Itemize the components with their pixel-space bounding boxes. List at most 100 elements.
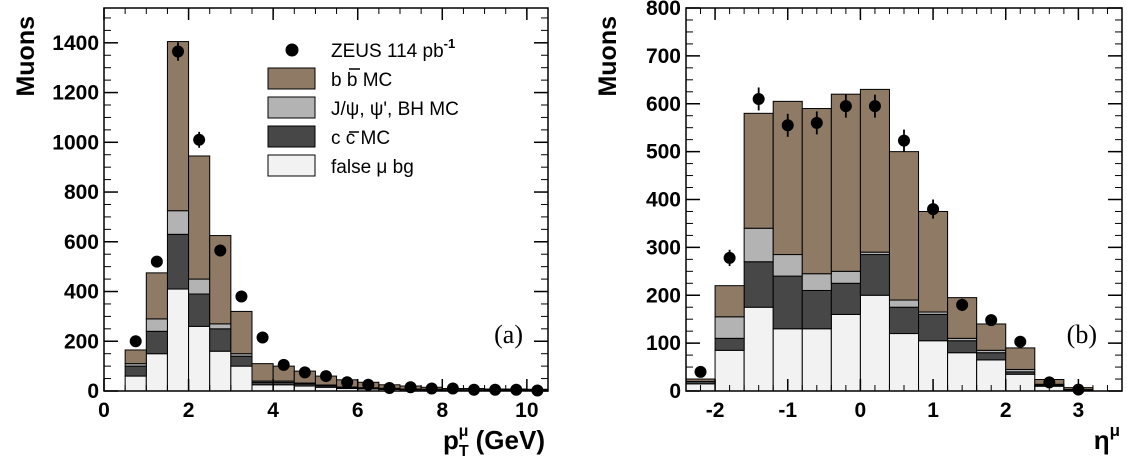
y-tick-label-1: 100: [646, 332, 681, 355]
data-point-4: [214, 244, 227, 257]
x-tick-label-1: 2: [183, 399, 195, 422]
legend-marker-dot: [285, 43, 299, 57]
data-point-12: [383, 382, 396, 395]
data-point-8: [298, 366, 311, 379]
x-axis-title: ημ: [1094, 421, 1120, 455]
bar-false_mu-4: [801, 328, 832, 392]
bar-bb-3: [188, 155, 211, 280]
bar-cc-10: [976, 352, 1007, 361]
bar-cc-7: [888, 306, 920, 335]
bar-bb-7: [888, 151, 920, 301]
x-tick-label-0: -2: [706, 399, 725, 422]
bar-bb-1: [145, 272, 168, 320]
x-tick-label-3: 1: [927, 399, 939, 422]
bar-cc-5: [830, 282, 861, 315]
data-point-5: [235, 290, 248, 303]
panel-a: 0 2 4 6 8 10 0 200 400 600 800 1000 1200 1400 (a) Muons…: [12, 7, 549, 459]
data-point-6: [868, 100, 881, 113]
bar-false_mu-1: [145, 353, 168, 392]
bar-false_mu-2: [743, 306, 774, 392]
bar-jpsi-2: [743, 227, 774, 263]
bar-false_mu-10: [976, 359, 1007, 392]
data-point-3: [781, 119, 794, 132]
legend-marker-box: [267, 154, 316, 177]
bar-jpsi-3: [772, 254, 803, 277]
y-tick-label-3: 600: [64, 231, 99, 254]
y-tick-label-0: 0: [669, 380, 681, 403]
data-point-14: [425, 382, 438, 395]
y-axis-title: Muons: [594, 16, 622, 97]
bar-bb-2: [743, 112, 774, 229]
bar-cc-9: [947, 340, 978, 354]
bar-cc-8: [918, 313, 949, 342]
data-point-13: [1072, 383, 1085, 396]
legend-label: b b MC: [331, 70, 392, 91]
bar-bb-8: [918, 210, 949, 313]
legend-entry-bb: b b MC: [267, 67, 392, 91]
bar-cc-2: [743, 261, 774, 308]
bar-cc-3: [772, 275, 803, 330]
bar-jpsi-4: [209, 323, 232, 330]
x-axis-title: pTμ (GeV): [443, 423, 545, 459]
bar-false_mu-5: [230, 365, 253, 392]
y-tick-label-7: 1400: [52, 32, 99, 55]
data-point-6: [256, 331, 269, 344]
x-tick-label-0: 0: [98, 399, 110, 422]
legend: ZEUS 114 pb-1 b b MC J/ψ, ψ', BH MC c c MC f…: [267, 36, 459, 178]
data-point-13: [404, 381, 417, 394]
y-tick-label-7: 700: [646, 45, 681, 68]
data-point-7: [898, 134, 910, 147]
data-point-5: [839, 100, 852, 113]
data-point-7: [277, 358, 290, 371]
bar-false_mu-6: [859, 294, 890, 392]
data-point-19: [531, 384, 544, 397]
data-point-18: [510, 383, 523, 396]
data-point-2: [172, 45, 184, 58]
bar-jpsi-1: [714, 316, 745, 339]
y-tick-label-8: 800: [646, 0, 681, 20]
bar-false_mu-1: [714, 349, 745, 392]
bar-cc-1: [145, 330, 168, 355]
bar-cc-2: [166, 233, 190, 290]
bar-bb-5: [230, 310, 253, 355]
stack-layer-cc: [685, 254, 1094, 391]
legend-marker-box: [267, 67, 316, 90]
bar-false_mu-3: [188, 325, 211, 392]
bar-jpsi-5: [830, 270, 861, 284]
bar-false_mu-4: [209, 350, 232, 392]
legend-entry-cc: c c MC: [267, 125, 390, 149]
bar-false_mu-0: [124, 375, 147, 392]
bar-bb-1: [714, 285, 745, 318]
legend-entry-data: ZEUS 114 pb-1: [285, 36, 455, 62]
bar-bb-11: [1005, 347, 1036, 370]
data-point-0: [129, 335, 142, 348]
bar-jpsi-4: [801, 273, 832, 291]
bar-cc-6: [859, 254, 890, 296]
y-tick-label-6: 1200: [52, 82, 99, 105]
y-axis-title: Muons: [12, 16, 40, 97]
data-point-3: [193, 133, 206, 146]
y-tick-label-6: 600: [646, 93, 681, 116]
bar-jpsi-3: [188, 278, 211, 295]
legend-entry-false_mu: false μ bg: [267, 154, 414, 178]
bar-bb-4: [801, 108, 832, 275]
legend-label: c c MC: [331, 128, 390, 149]
data-point-10: [341, 376, 354, 389]
bar-cc-0: [124, 365, 147, 377]
data-point-2: [752, 92, 765, 105]
ticks: -2 -1 0 1 2 3 0 100 200 300 400 500 600 700 800: [646, 0, 1123, 422]
bar-bb-0: [124, 349, 147, 365]
bar-false_mu-6: [251, 384, 274, 392]
bar-false_mu-5: [830, 313, 861, 392]
y-tick-label-0: 0: [87, 380, 99, 403]
y-tick-label-5: 1000: [52, 131, 99, 154]
bar-bb-10: [976, 323, 1007, 351]
x-tick-label-3: 6: [352, 399, 364, 422]
legend-marker-box: [267, 96, 316, 119]
legend-label: J/ψ, ψ', BH MC: [331, 99, 459, 120]
x-tick-label-5: 10: [515, 399, 538, 422]
bar-false_mu-2: [166, 288, 190, 392]
legend-entry-jpsi: J/ψ, ψ', BH MC: [267, 96, 459, 120]
panel-b: -2 -1 0 1 2 3 0 100 200 300 400 500 600 700 800 (b) Muon…: [594, 0, 1123, 455]
